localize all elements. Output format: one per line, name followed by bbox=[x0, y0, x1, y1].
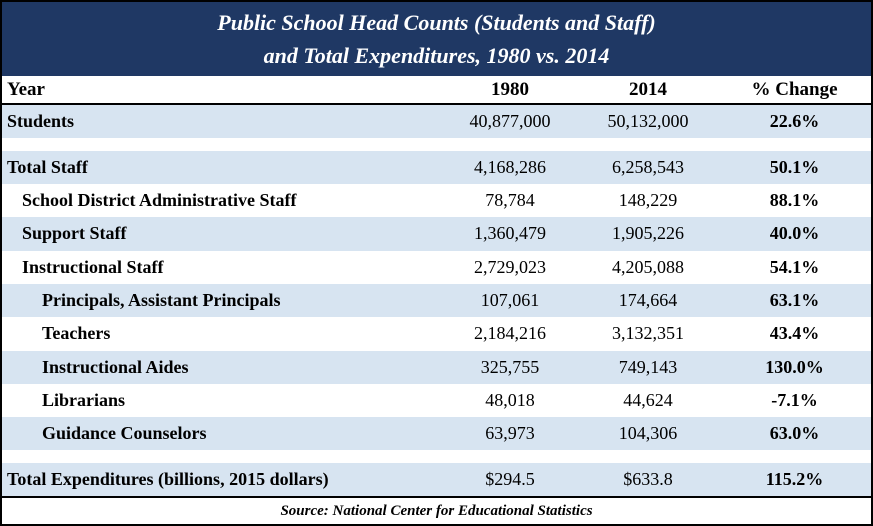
spacer-row bbox=[2, 450, 871, 463]
value-1980: 107,061 bbox=[480, 290, 540, 311]
table-title-line1: Public School Head Counts (Students and … bbox=[217, 10, 656, 35]
row-label: Instructional Aides bbox=[42, 356, 189, 377]
value-1980: 2,729,023 bbox=[474, 256, 546, 277]
value-2014: 50,132,000 bbox=[607, 111, 689, 132]
value-pct-change: 130.0% bbox=[765, 356, 824, 377]
spacer-row bbox=[2, 138, 871, 151]
value-2014: 749,143 bbox=[618, 356, 678, 377]
value-1980: 4,168,286 bbox=[474, 156, 546, 177]
value-pct-change: -7.1% bbox=[771, 389, 818, 410]
column-header-2014: 2014 bbox=[629, 78, 667, 100]
table-row-instructional-staff: Instructional Staff 2,729,023 4,205,088 … bbox=[2, 250, 871, 284]
value-2014: 3,132,351 bbox=[612, 323, 684, 344]
row-label: Principals, Assistant Principals bbox=[42, 290, 281, 311]
table-row-support-staff: Support Staff 1,360,479 1,905,226 40.0% bbox=[2, 217, 871, 251]
value-pct-change: 22.6% bbox=[769, 111, 820, 132]
value-2014: 4,205,088 bbox=[612, 256, 684, 277]
table-title: Public School Head Counts (Students and … bbox=[2, 2, 871, 76]
value-pct-change: 115.2% bbox=[765, 468, 824, 489]
row-label: Teachers bbox=[42, 323, 111, 344]
table-row-total-expenditures: Total Expenditures (billions, 2015 dolla… bbox=[2, 462, 871, 497]
source-note: Source: National Center for Educational … bbox=[2, 496, 871, 525]
value-pct-change: 88.1% bbox=[769, 190, 820, 211]
value-2014: $633.8 bbox=[623, 468, 673, 489]
value-1980: 78,784 bbox=[485, 190, 535, 211]
table-row-principals: Principals, Assistant Principals 107,061… bbox=[2, 283, 871, 318]
value-2014: 44,624 bbox=[623, 389, 673, 410]
row-label: Support Staff bbox=[22, 223, 127, 244]
table-title-line2: and Total Expenditures, 1980 vs. 2014 bbox=[263, 43, 610, 68]
value-pct-change: 40.0% bbox=[769, 223, 820, 244]
value-1980: 1,360,479 bbox=[474, 223, 546, 244]
value-1980: 48,018 bbox=[485, 389, 535, 410]
table-row-librarians: Librarians 48,018 44,624 -7.1% bbox=[2, 383, 871, 418]
row-label: Guidance Counselors bbox=[42, 423, 207, 444]
column-header-pct-change: % Change bbox=[751, 78, 838, 100]
table-row-students: Students 40,877,000 50,132,000 22.6% bbox=[2, 105, 871, 139]
row-label: Instructional Staff bbox=[22, 256, 164, 277]
table-row-instructional-aides: Instructional Aides 325,755 749,143 130.… bbox=[2, 350, 871, 384]
row-label: School District Administrative Staff bbox=[22, 190, 297, 211]
value-1980: 325,755 bbox=[480, 356, 540, 377]
column-header-1980: 1980 bbox=[491, 78, 529, 100]
value-1980: 63,973 bbox=[485, 423, 535, 444]
column-header-year: Year bbox=[7, 78, 45, 100]
value-pct-change: 63.1% bbox=[769, 290, 820, 311]
value-1980: 2,184,216 bbox=[474, 323, 546, 344]
value-1980: 40,877,000 bbox=[469, 111, 551, 132]
table-row-teachers: Teachers 2,184,216 3,132,351 43.4% bbox=[2, 317, 871, 351]
table-row-guidance-counselors: Guidance Counselors 63,973 104,306 63.0% bbox=[2, 417, 871, 451]
value-pct-change: 43.4% bbox=[769, 323, 820, 344]
row-label: Students bbox=[7, 111, 75, 132]
value-2014: 148,229 bbox=[618, 190, 678, 211]
table-row-total-staff: Total Staff 4,168,286 6,258,543 50.1% bbox=[2, 150, 871, 184]
value-pct-change: 50.1% bbox=[769, 156, 820, 177]
row-label: Total Expenditures (billions, 2015 dolla… bbox=[7, 468, 329, 489]
row-label: Total Staff bbox=[7, 156, 88, 177]
column-header-row: Year 1980 2014 % Change bbox=[2, 76, 871, 105]
value-pct-change: 54.1% bbox=[769, 256, 820, 277]
row-label: Librarians bbox=[42, 389, 126, 410]
value-2014: 104,306 bbox=[618, 423, 678, 444]
value-pct-change: 63.0% bbox=[769, 423, 820, 444]
value-2014: 174,664 bbox=[618, 290, 678, 311]
value-2014: 1,905,226 bbox=[612, 223, 684, 244]
source-text: Source: National Center for Educational … bbox=[280, 502, 593, 519]
value-1980: $294.5 bbox=[485, 468, 535, 489]
value-2014: 6,258,543 bbox=[612, 156, 684, 177]
table-row-admin-staff: School District Administrative Staff 78,… bbox=[2, 183, 871, 218]
